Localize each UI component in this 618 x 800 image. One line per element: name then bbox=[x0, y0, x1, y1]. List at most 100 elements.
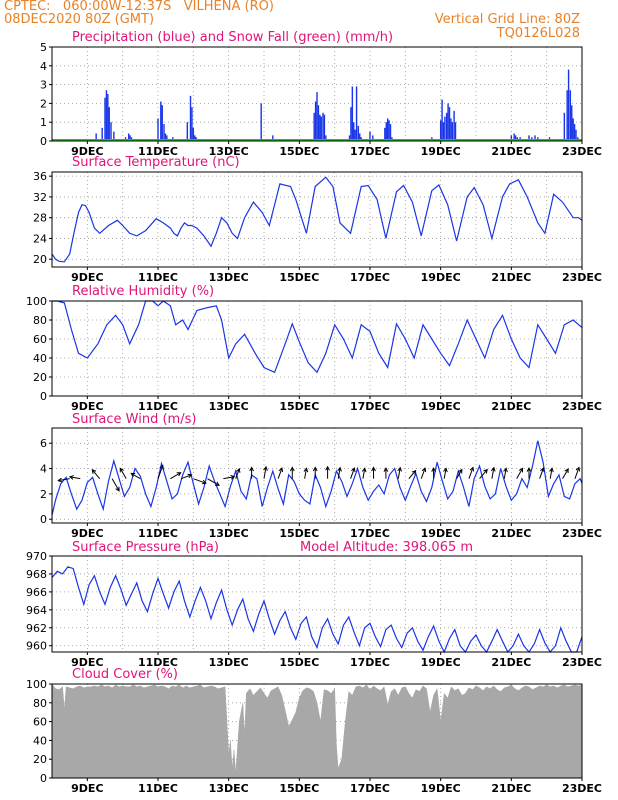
x-tick-label: 15DEC bbox=[279, 271, 319, 284]
wind-arrow-head bbox=[187, 473, 193, 479]
wind-arrow-shaft bbox=[420, 467, 426, 479]
precip-bar bbox=[454, 122, 457, 141]
header-run-time: 08DEC2020 80Z (GMT) bbox=[4, 12, 155, 27]
wind-arrow-shaft bbox=[562, 468, 569, 479]
wind-arrow bbox=[249, 466, 254, 479]
x-tick-label: 15DEC bbox=[279, 782, 319, 795]
wind-arrow-shaft bbox=[304, 468, 307, 479]
panel-2: Surface Temperature (nC) 20 24 28 32 36 9DEC 11… bbox=[33, 155, 602, 284]
precip-bar bbox=[95, 133, 97, 141]
precip-bar bbox=[325, 135, 327, 141]
x-tick-label: 19DEC bbox=[421, 400, 461, 413]
wind-arrow-head bbox=[421, 467, 427, 473]
precip-bar bbox=[453, 110, 455, 141]
wind-arrow-head bbox=[351, 467, 356, 473]
y-tick-label: 36 bbox=[33, 170, 47, 183]
wind-arrow-head bbox=[526, 467, 532, 472]
x-tick-label: 11DEC bbox=[138, 400, 178, 413]
x-tick-label: 13DEC bbox=[209, 527, 249, 540]
x-tick-label: 19DEC bbox=[421, 271, 461, 284]
wind-arrow-shaft bbox=[119, 468, 127, 479]
wind-arrow-shaft bbox=[130, 472, 141, 480]
x-tick-label: 23DEC bbox=[562, 145, 602, 158]
wind-arrow bbox=[263, 465, 268, 479]
y-tick-label: 2 bbox=[40, 488, 47, 501]
y-tick-label: 4 bbox=[40, 60, 47, 73]
precip-bar bbox=[272, 135, 274, 141]
wind-arrow-head bbox=[115, 486, 120, 492]
wind-arrow-head bbox=[325, 465, 330, 471]
precip-bar bbox=[107, 94, 109, 141]
precip-bar bbox=[157, 118, 159, 141]
x-tick-label: 21DEC bbox=[491, 527, 531, 540]
precip-bar bbox=[369, 131, 371, 141]
panel-frame bbox=[51, 171, 583, 268]
precip-bar bbox=[566, 90, 568, 141]
x-tick-label: 15DEC bbox=[279, 656, 319, 669]
wind-arrow-shaft bbox=[193, 478, 207, 484]
precip-bar bbox=[385, 122, 387, 141]
x-tick-label: 23DEC bbox=[562, 782, 602, 795]
precip-bar bbox=[105, 90, 108, 141]
x-tick-label: 21DEC bbox=[491, 400, 531, 413]
wind-arrow-shaft bbox=[223, 476, 235, 480]
precip-bar bbox=[447, 103, 449, 141]
y-tick-label: 960 bbox=[26, 640, 47, 653]
wind-arrow-shaft bbox=[503, 468, 507, 479]
x-tick-label: 23DEC bbox=[562, 527, 602, 540]
y-tick-label: 966 bbox=[26, 586, 47, 599]
precip-bar bbox=[573, 124, 576, 141]
y-tick-label: 1 bbox=[40, 116, 47, 129]
wind-arrow bbox=[503, 467, 508, 479]
wind-arrow-head bbox=[518, 467, 524, 473]
x-tick-label: 9DEC bbox=[71, 656, 103, 669]
precip-bar bbox=[110, 122, 112, 141]
y-tick-label: 100 bbox=[26, 295, 47, 308]
y-tick-label: 40 bbox=[33, 352, 47, 365]
wind-arrow bbox=[193, 478, 207, 485]
y-tick-label: 24 bbox=[33, 232, 47, 245]
wind-arrow bbox=[111, 478, 120, 492]
x-tick-label: 21DEC bbox=[491, 145, 531, 158]
wind-arrow bbox=[490, 466, 496, 479]
precip-bar bbox=[357, 125, 360, 141]
wind-arrow-head bbox=[214, 481, 220, 486]
wind-arrow bbox=[539, 467, 545, 479]
y-tick-label: 970 bbox=[26, 550, 47, 563]
wind-arrow bbox=[456, 468, 463, 479]
panel-title: Surface Wind (m/s) bbox=[72, 412, 196, 427]
wind-arrow bbox=[170, 472, 182, 480]
wind-arrow-head bbox=[249, 466, 254, 472]
wind-arrow-head bbox=[483, 468, 488, 474]
precip-bar bbox=[386, 118, 389, 141]
precip-bar bbox=[104, 97, 106, 141]
wind-arrow-head bbox=[469, 466, 475, 472]
precip-bar bbox=[348, 135, 351, 141]
wind-arrow-shaft bbox=[516, 468, 524, 479]
precip-bar bbox=[445, 112, 448, 141]
precip-bar bbox=[186, 122, 189, 141]
series-line bbox=[51, 440, 583, 516]
x-tick-label: 19DEC bbox=[421, 782, 461, 795]
precip-bar bbox=[323, 114, 326, 141]
panel-title: Cloud Cover (%) bbox=[72, 667, 178, 682]
wind-arrow-head bbox=[383, 467, 389, 472]
wind-arrow bbox=[431, 467, 436, 479]
x-tick-label: 9DEC bbox=[71, 271, 103, 284]
x-tick-label: 15DEC bbox=[279, 145, 319, 158]
x-tick-label: 13DEC bbox=[209, 782, 249, 795]
x-tick-label: 23DEC bbox=[562, 400, 602, 413]
wind-arrow bbox=[397, 466, 402, 479]
x-tick-label: 9DEC bbox=[71, 400, 103, 413]
wind-arrow-head bbox=[490, 466, 496, 472]
precip-bar bbox=[129, 135, 131, 141]
wind-arrow-shaft bbox=[263, 466, 267, 479]
wind-arrow bbox=[223, 474, 236, 480]
wind-arrow bbox=[68, 475, 81, 480]
precip-bar bbox=[384, 127, 386, 141]
wind-arrow-shaft bbox=[350, 467, 355, 479]
wind-arrow bbox=[130, 472, 141, 480]
y-tick-label: 32 bbox=[33, 191, 47, 204]
